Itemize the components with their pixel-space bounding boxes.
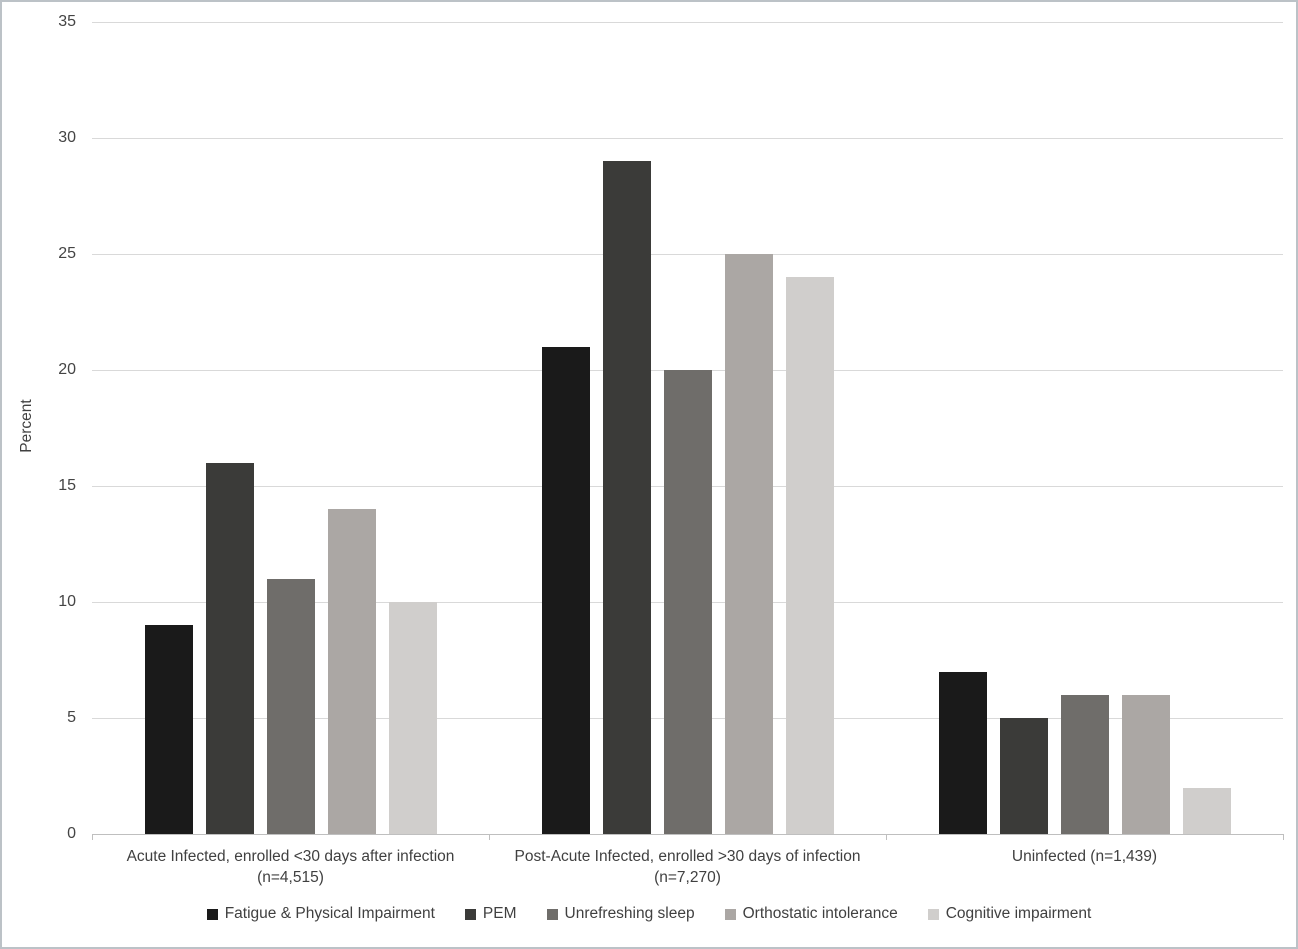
bar-cognitive-impairment — [1182, 787, 1231, 834]
legend-item-unrefreshing-sleep: Unrefreshing sleep — [546, 905, 695, 923]
bar-orthostatic-intolerance — [1121, 694, 1170, 834]
gridline — [92, 138, 1283, 139]
y-tick-label: 30 — [58, 129, 76, 146]
y-tick-label: 10 — [58, 593, 76, 610]
bar-pem — [999, 718, 1048, 834]
y-tick-label: 20 — [58, 361, 76, 378]
bar-fatigue-physical-impairment — [938, 671, 987, 834]
legend-swatch-icon — [546, 908, 558, 920]
bar-unrefreshing-sleep — [1060, 694, 1109, 834]
x-axis-line — [92, 834, 1283, 835]
bar-unrefreshing-sleep — [266, 578, 315, 834]
legend-label: PEM — [482, 905, 517, 922]
bar-fatigue-physical-impairment — [144, 625, 193, 834]
bar-unrefreshing-sleep — [663, 370, 712, 834]
y-axis-title: Percent — [18, 399, 35, 453]
bar-orthostatic-intolerance — [327, 509, 376, 834]
category-label-line1: Uninfected (n=1,439) — [1011, 848, 1158, 865]
legend-label: Orthostatic intolerance — [742, 905, 898, 922]
legend-item-pem: PEM — [464, 905, 517, 923]
x-axis-tick — [489, 834, 490, 840]
category-label-line1: Post-Acute Infected, enrolled >30 days o… — [514, 848, 861, 865]
legend: Fatigue & Physical Impairment PEM Unrefres… — [2, 905, 1296, 923]
x-axis-tick — [92, 834, 93, 840]
y-tick-label: 0 — [67, 825, 76, 842]
category-label-line1: Acute Infected, enrolled <30 days after … — [126, 848, 455, 865]
legend-item-cognitive-impairment: Cognitive impairment — [927, 905, 1092, 923]
x-axis-tick — [886, 834, 887, 840]
legend-item-orthostatic-intolerance: Orthostatic intolerance — [724, 905, 898, 923]
bar-pem — [602, 161, 651, 834]
y-tick-label: 5 — [67, 709, 76, 726]
bar-cognitive-impairment — [388, 602, 437, 834]
x-axis-tick — [1283, 834, 1284, 840]
y-tick-label: 25 — [58, 245, 76, 262]
gridline — [92, 22, 1283, 23]
legend-swatch-icon — [206, 908, 218, 920]
gridline — [92, 254, 1283, 255]
legend-label: Unrefreshing sleep — [564, 905, 695, 922]
legend-label: Fatigue & Physical Impairment — [224, 905, 435, 922]
category-label: Post-Acute Infected, enrolled >30 days o… — [489, 846, 886, 888]
bar-orthostatic-intolerance — [724, 254, 773, 834]
legend-item-fatigue-physical-impairment: Fatigue & Physical Impairment — [206, 905, 435, 923]
category-label-line2: (n=4,515) — [257, 869, 324, 886]
category-label-line2: (n=7,270) — [654, 869, 721, 886]
category-label: Acute Infected, enrolled <30 days after … — [92, 846, 489, 888]
y-tick-label: 15 — [58, 477, 76, 494]
legend-swatch-icon — [724, 908, 736, 920]
bar-fatigue-physical-impairment — [541, 346, 590, 834]
bar-cognitive-impairment — [785, 277, 834, 834]
y-tick-label: 35 — [58, 13, 76, 30]
legend-swatch-icon — [927, 908, 939, 920]
legend-swatch-icon — [464, 908, 476, 920]
legend-label: Cognitive impairment — [945, 905, 1092, 922]
bar-pem — [205, 462, 254, 834]
category-label: Uninfected (n=1,439) — [886, 846, 1283, 867]
